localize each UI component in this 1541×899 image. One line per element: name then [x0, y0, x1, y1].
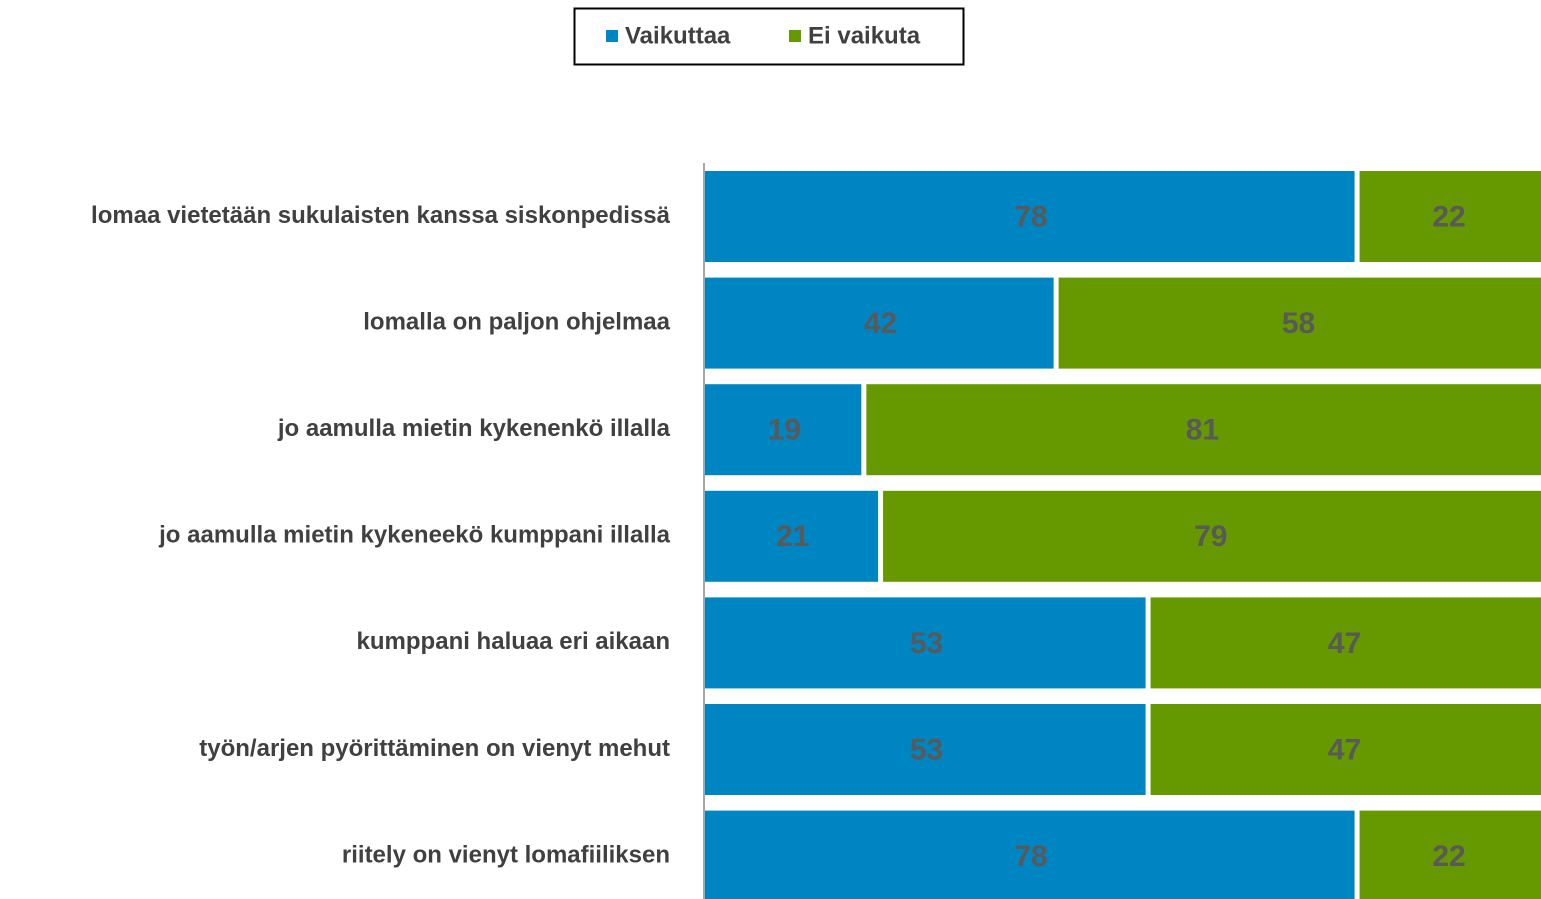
value-label: 58 — [1282, 307, 1315, 340]
legend-marker — [789, 30, 801, 42]
legend-marker — [606, 30, 618, 42]
bar-segment — [705, 277, 1054, 369]
value-label: 53 — [910, 733, 943, 766]
legend-label: Vaikuttaa — [625, 22, 731, 49]
value-label: 81 — [1186, 414, 1219, 447]
value-label: 21 — [776, 520, 809, 553]
value-label: 79 — [1194, 520, 1227, 553]
value-label: 53 — [910, 627, 943, 660]
bar-segment — [705, 704, 1146, 795]
legend-label: Ei vaikuta — [808, 22, 921, 49]
value-label: 22 — [1432, 840, 1465, 873]
legend-box — [573, 7, 965, 66]
value-label: 42 — [864, 307, 897, 340]
bar-segment — [705, 810, 1355, 899]
value-label: 78 — [1014, 840, 1047, 873]
bar-segment — [1058, 277, 1541, 369]
category-label: jo aamulla mietin kykeneekö kumppani ill… — [158, 522, 671, 549]
bar-segment — [866, 384, 1541, 476]
value-label: 19 — [768, 414, 801, 447]
value-label: 78 — [1014, 200, 1047, 233]
bar-segment — [1359, 810, 1541, 899]
category-label: riitely on vienyt lomafiiliksen — [342, 841, 670, 868]
category-label: lomalla on paljon ohjelmaa — [363, 308, 670, 335]
category-label: kumppani haluaa eri aikaan — [357, 628, 670, 655]
bar-segment — [1150, 704, 1541, 795]
bar-segment — [705, 490, 879, 582]
bar-segment — [1150, 597, 1541, 689]
bar-segment — [705, 597, 1146, 689]
category-label: työn/arjen pyörittäminen on vienyt mehut — [199, 735, 670, 762]
value-label: 22 — [1432, 200, 1465, 233]
value-label: 47 — [1328, 733, 1361, 766]
bar-segment — [705, 171, 1355, 262]
bar-segment — [705, 384, 862, 476]
category-label: lomaa vietetään sukulaisten kanssa sisko… — [91, 202, 671, 229]
category-label: jo aamulla mietin kykenenkö illalla — [277, 415, 671, 442]
value-label: 47 — [1328, 627, 1361, 660]
bar-segment — [883, 490, 1541, 582]
bar-segment — [1359, 171, 1541, 262]
